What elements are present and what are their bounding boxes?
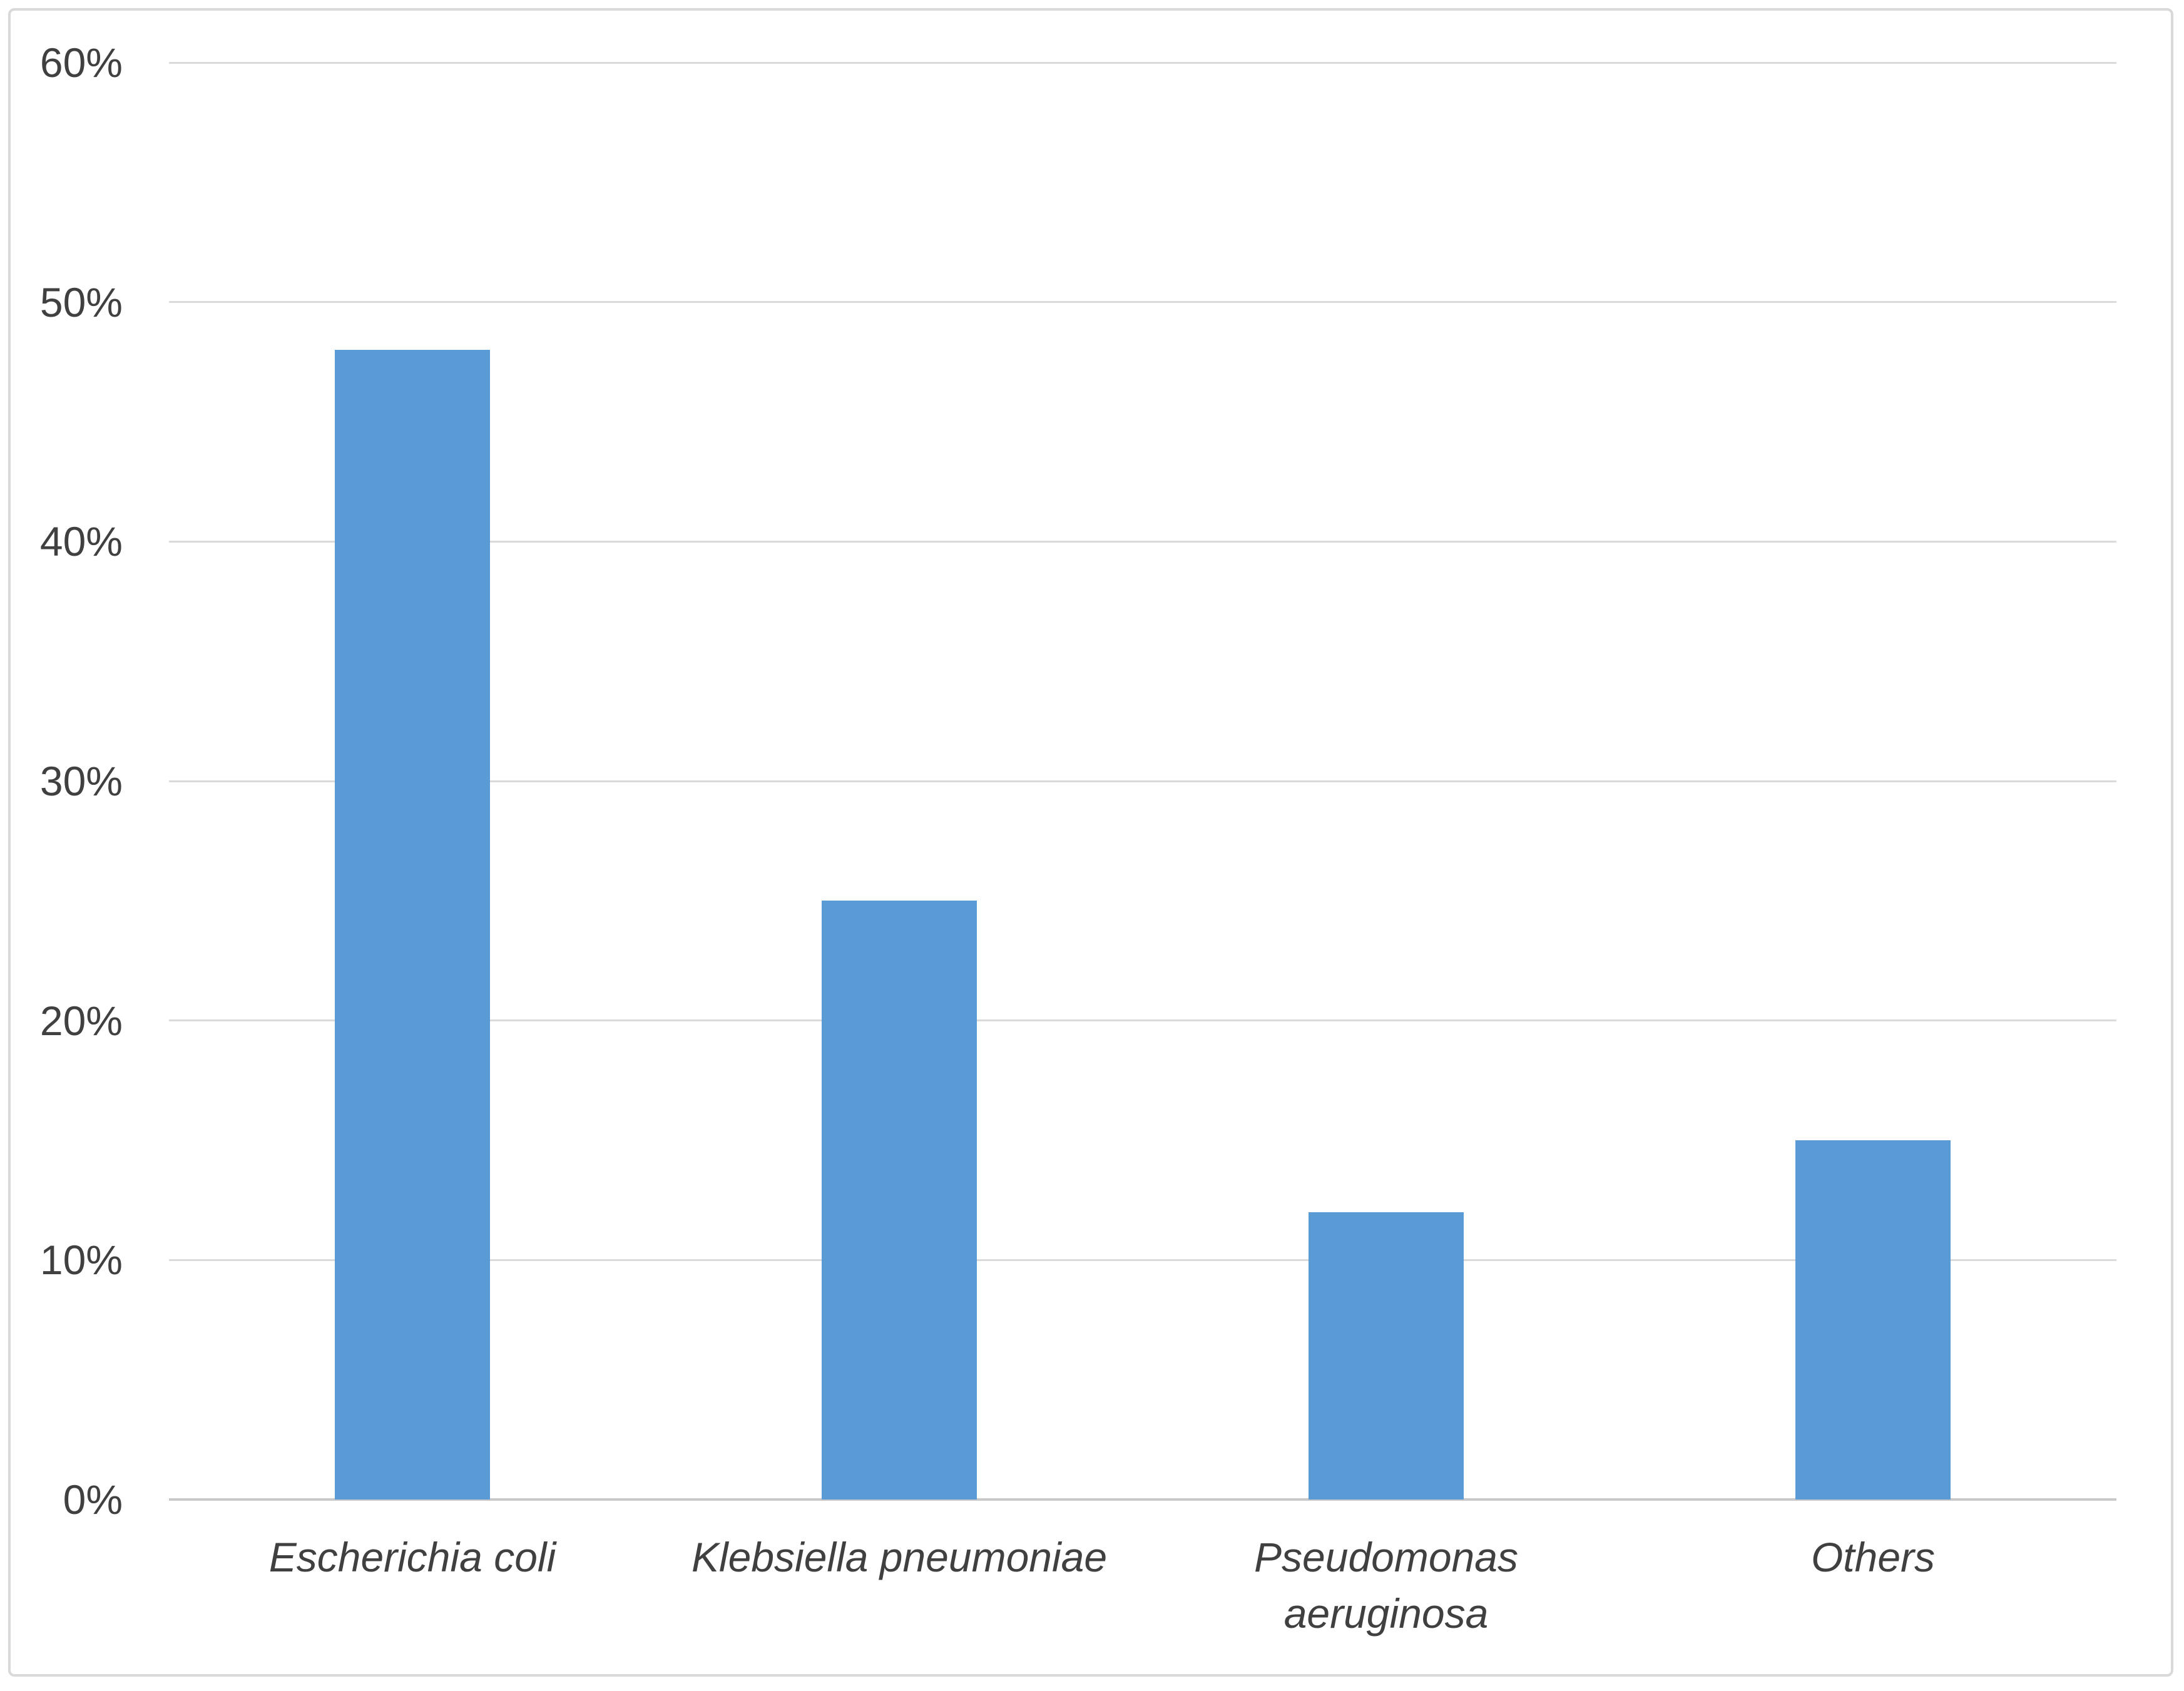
y-tick-label: 20% bbox=[39, 998, 123, 1044]
bar-escherichia-coli bbox=[335, 350, 490, 1499]
x-category-label-line: Others bbox=[1810, 1534, 1936, 1580]
y-tick-label: 60% bbox=[39, 39, 123, 86]
x-category-label-line: aeruginosa bbox=[1283, 1590, 1489, 1637]
y-tick-label: 40% bbox=[39, 518, 123, 565]
horizontal-gridline bbox=[169, 301, 2116, 303]
x-category-label-line: Pseudomonas bbox=[1254, 1534, 1518, 1580]
horizontal-gridline bbox=[169, 62, 2116, 64]
x-category-label-line: Klebsiella pneumoniae bbox=[691, 1534, 1108, 1580]
bar-others bbox=[1795, 1140, 1951, 1499]
horizontal-gridline bbox=[169, 1259, 2116, 1261]
x-axis-line bbox=[169, 1498, 2116, 1501]
y-tick-label: 50% bbox=[39, 279, 123, 325]
x-category-label: Pseudomonas aeruginosa bbox=[1105, 1529, 1668, 1642]
horizontal-gridline bbox=[169, 1019, 2116, 1021]
x-category-label: Escherichia coli bbox=[131, 1529, 694, 1585]
x-category-label: Others bbox=[1591, 1529, 2155, 1585]
y-tick-label: 10% bbox=[39, 1237, 123, 1283]
horizontal-gridline bbox=[169, 541, 2116, 543]
y-tick-label: 30% bbox=[39, 758, 123, 804]
x-category-label-line: Escherichia coli bbox=[268, 1534, 556, 1580]
y-tick-label: 0% bbox=[63, 1476, 123, 1523]
bar-klebsiella-pneumoniae bbox=[822, 901, 977, 1499]
horizontal-gridline bbox=[169, 780, 2116, 782]
bar-pseudomonas-aeruginosa bbox=[1309, 1212, 1464, 1499]
x-category-label: Klebsiella pneumoniae bbox=[618, 1529, 1181, 1585]
